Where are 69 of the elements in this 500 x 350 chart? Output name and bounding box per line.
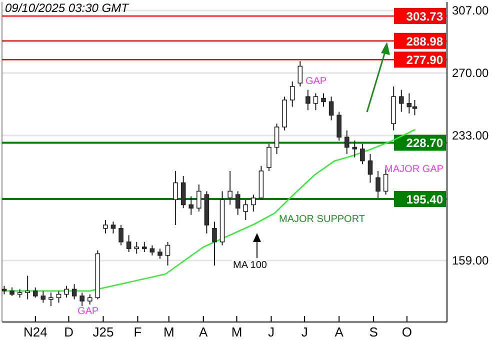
annotation: GAP	[305, 76, 327, 87]
candlestick	[72, 284, 77, 300]
candlestick	[306, 89, 310, 111]
candlestick	[290, 80, 295, 108]
candlestick	[110, 221, 116, 234]
candlestick	[251, 194, 256, 212]
ref-line-label: 288.98	[406, 34, 444, 48]
candlestick	[336, 111, 342, 142]
candlestick	[134, 241, 140, 254]
candlestick	[398, 89, 404, 112]
candlestick	[188, 196, 194, 216]
y-tick-label: 159.00	[452, 253, 490, 268]
x-tick-label: J25	[92, 324, 114, 340]
annotation: MAJOR SUPPORT	[279, 214, 365, 225]
ref-line-label: 228.70	[406, 136, 444, 150]
candlestick	[64, 285, 69, 298]
y-tick-label: 270.00	[452, 66, 490, 80]
candlestick	[376, 170, 380, 198]
candlestick	[212, 221, 217, 266]
candlestick	[243, 199, 248, 220]
candlestick	[228, 170, 232, 206]
candlestick	[40, 290, 46, 304]
x-tick-label: D	[64, 324, 74, 340]
x-tick-label: N24	[23, 324, 48, 340]
candlestick	[352, 140, 358, 158]
y-tick-label: 233.00	[452, 128, 490, 142]
annotation: MA 100	[233, 260, 268, 271]
candlestick	[344, 130, 350, 155]
candlestick	[196, 184, 202, 212]
candlestick	[142, 241, 147, 253]
candlestick	[165, 241, 170, 266]
annotation: MAJOR GAP	[384, 164, 444, 175]
candlestick	[103, 219, 108, 234]
ref-line-label: 195.40	[406, 192, 444, 206]
candlestick	[158, 248, 162, 260]
x-tick-label: J	[301, 324, 308, 340]
annotation: GAP	[77, 306, 99, 317]
y-tick-label: 307.00	[452, 3, 490, 18]
candlestick	[80, 292, 84, 307]
candlestick	[25, 275, 30, 300]
x-tick-label: S	[369, 324, 378, 340]
ref-line-label: 277.90	[406, 53, 444, 68]
candlestick	[313, 92, 318, 111]
candlestick	[126, 234, 132, 253]
candlestick	[180, 176, 186, 209]
candlestick	[32, 287, 38, 298]
x-tick-label: M	[163, 324, 174, 340]
x-tick-label: A	[334, 324, 344, 340]
candlestick	[118, 224, 124, 246]
chart-title: 09/10/2025 03:30 GMT	[5, 1, 130, 15]
candlestick	[274, 123, 280, 155]
candlestick	[266, 143, 272, 172]
x-tick-label: A	[199, 324, 208, 340]
x-tick-label: F	[134, 324, 142, 340]
candlestick	[56, 290, 62, 304]
x-tick-label: J	[268, 324, 274, 340]
candlestick	[87, 294, 92, 305]
candlestick	[368, 154, 373, 184]
candlestick	[48, 292, 54, 307]
candlestick	[328, 96, 334, 121]
candlestick	[173, 170, 178, 226]
candlestick	[298, 60, 303, 87]
x-tick-label: O	[402, 324, 412, 340]
candlestick	[321, 92, 326, 108]
candlestick	[150, 244, 155, 256]
candlestick	[360, 143, 365, 165]
candlestick	[235, 190, 240, 216]
x-tick-label: M	[231, 324, 242, 340]
ref-line-label: 303.73	[406, 9, 444, 24]
